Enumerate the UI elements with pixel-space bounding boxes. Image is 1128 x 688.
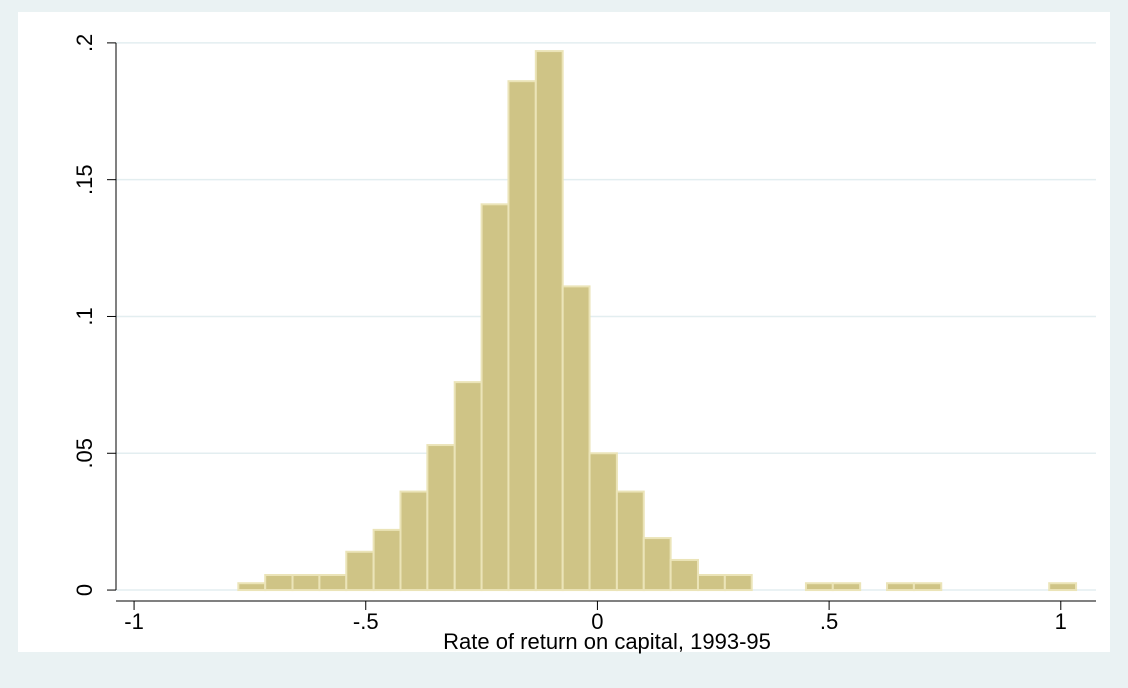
bar (886, 582, 915, 592)
bar (1048, 582, 1078, 592)
bar (507, 80, 537, 592)
bar (534, 50, 564, 592)
bar (453, 381, 483, 592)
bar (831, 582, 862, 592)
bar (561, 285, 591, 592)
x-tick-label: .5 (820, 609, 838, 634)
bar (318, 574, 348, 592)
bar (237, 582, 267, 592)
bar (723, 574, 753, 592)
bar (804, 582, 834, 592)
bar (696, 574, 726, 592)
y-tick-label: .05 (72, 438, 97, 469)
y-tick-label: .15 (72, 164, 97, 195)
bar (264, 574, 294, 592)
x-tick-label: 1 (1055, 609, 1067, 634)
bar (588, 452, 618, 592)
x-tick-label: -.5 (353, 609, 379, 634)
x-tick-label: 0 (591, 609, 603, 634)
bar (642, 537, 672, 592)
bar (399, 490, 429, 592)
bar (426, 444, 456, 592)
y-tick-label: 0 (72, 584, 97, 596)
bar (480, 203, 510, 592)
bar (912, 582, 943, 592)
bar (669, 558, 699, 592)
bar (345, 550, 375, 592)
y-tick-label: .2 (72, 34, 97, 52)
y-tick-label: .1 (72, 307, 97, 325)
bar (615, 490, 645, 592)
bar (291, 574, 321, 592)
x-axis-title: Rate of return on capital, 1993-95 (443, 629, 771, 654)
bar (372, 528, 402, 592)
x-tick-label: -1 (124, 609, 144, 634)
